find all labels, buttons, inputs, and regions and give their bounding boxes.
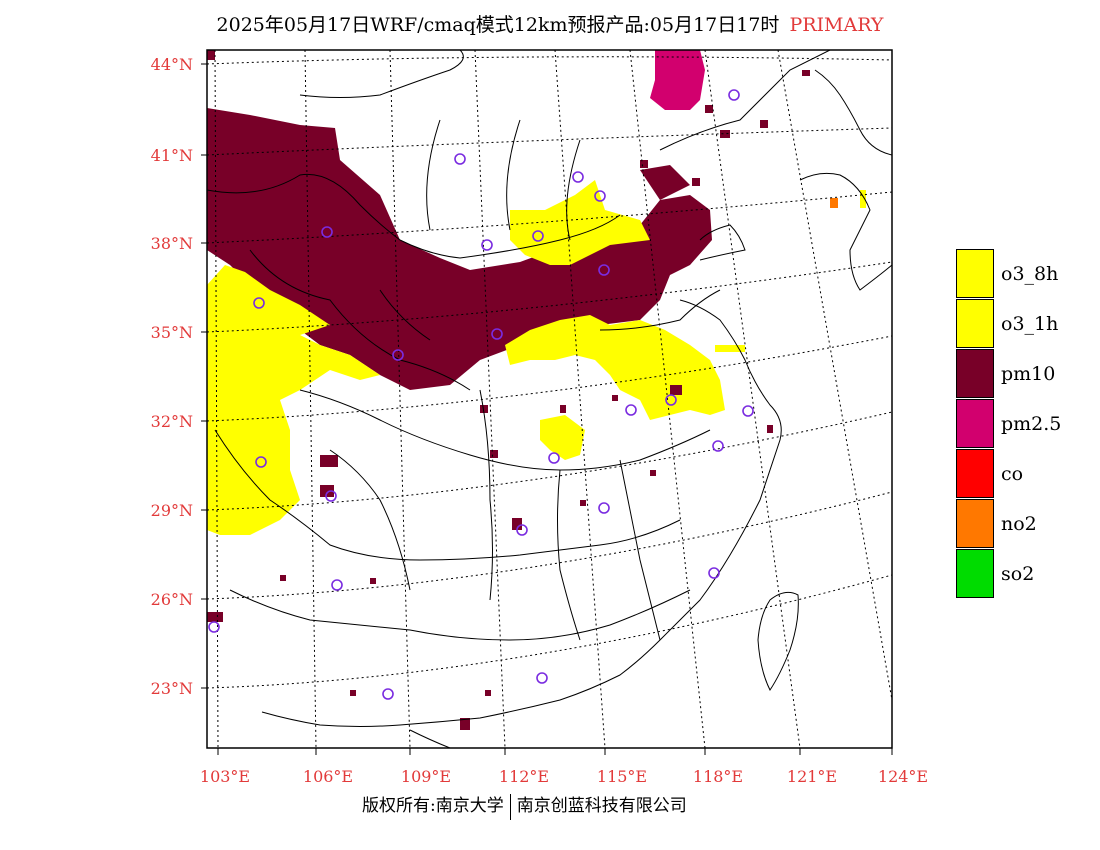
legend-label: o3_8h	[1001, 263, 1059, 285]
lon-label-103: 103°E	[200, 767, 250, 786]
lon-label-109: 109°E	[401, 767, 451, 786]
map-frame	[206, 49, 893, 749]
legend-swatch	[956, 249, 994, 298]
o3-spot-east	[860, 190, 866, 208]
latitude-labels: 44°N 41°N 38°N 35°N 32°N 29°N 26°N 23°N	[151, 55, 193, 698]
lat-label-26: 26°N	[151, 590, 193, 609]
no2-spot	[830, 198, 838, 208]
copyright-footer: 版权所有:南京大学 南京创蓝科技有限公司	[362, 791, 687, 820]
legend-swatch	[956, 349, 994, 398]
legend-swatch	[956, 449, 994, 498]
lat-label-38: 38°N	[151, 234, 193, 253]
map-title: 2025年05月17日WRF/cmaq模式12km预报产品:05月17日17时 P…	[0, 10, 1100, 37]
lat-label-35: 35°N	[151, 323, 193, 342]
legend-label: o3_1h	[1001, 313, 1059, 335]
lon-label-115: 115°E	[597, 767, 647, 786]
copyright-left: 版权所有:南京大学	[362, 796, 504, 816]
lat-label-23: 23°N	[151, 679, 193, 698]
graticule	[207, 50, 892, 748]
coastline	[261, 69, 892, 748]
legend-swatch	[956, 549, 994, 598]
lat-label-44: 44°N	[151, 55, 193, 74]
lon-label-112: 112°E	[499, 767, 549, 786]
footer-divider	[509, 793, 511, 820]
lat-label-32: 32°N	[151, 412, 193, 431]
lon-label-118: 118°E	[693, 767, 743, 786]
title-pollutant: PRIMARY	[789, 14, 884, 36]
pm10-speckles	[207, 50, 810, 730]
boundaries	[207, 50, 831, 641]
lon-label-124: 124°E	[878, 767, 928, 786]
legend-label: so2	[1001, 563, 1035, 585]
lat-label-41: 41°N	[151, 146, 193, 165]
lon-label-106: 106°E	[303, 767, 353, 786]
longitude-labels: 103°E 106°E 109°E 112°E 115°E 118°E 121°…	[200, 767, 928, 786]
legend-swatch	[956, 499, 994, 548]
legend-label: pm2.5	[1001, 413, 1062, 435]
legend-label: no2	[1001, 513, 1037, 535]
legend-swatch	[956, 299, 994, 348]
station-markers	[208, 89, 754, 700]
pm25-field	[650, 50, 705, 110]
lat-label-29: 29°N	[151, 501, 193, 520]
legend-label: co	[1001, 463, 1024, 485]
copyright-right: 南京创蓝科技有限公司	[516, 796, 687, 816]
legend-swatch	[956, 399, 994, 448]
map-content	[207, 50, 892, 748]
legend-label: pm10	[1001, 363, 1056, 385]
title-main: 2025年05月17日WRF/cmaq模式12km预报产品:05月17日17时	[216, 14, 780, 36]
axis-ticks	[201, 63, 893, 755]
lon-label-121: 121°E	[787, 767, 837, 786]
